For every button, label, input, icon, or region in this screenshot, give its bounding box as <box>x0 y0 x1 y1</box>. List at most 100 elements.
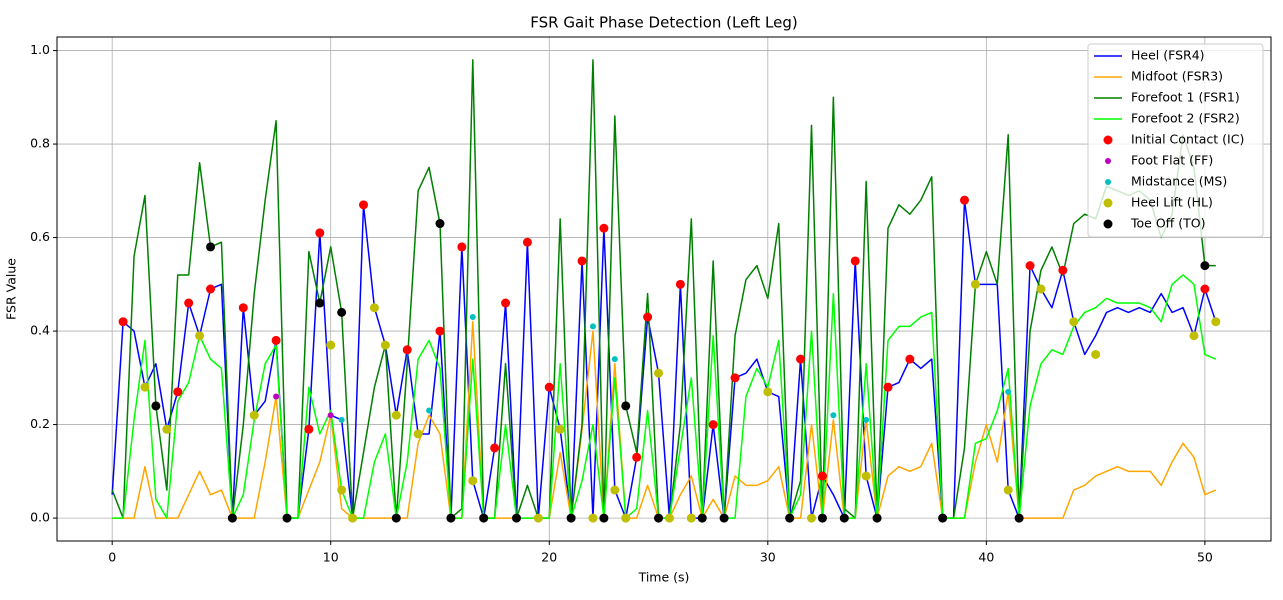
event-marker <box>348 513 358 523</box>
y-tick-label: 0.6 <box>30 229 50 244</box>
event-marker <box>730 373 740 383</box>
x-tick-label: 50 <box>1197 550 1213 565</box>
event-marker <box>435 326 445 336</box>
y-tick-label: 0.8 <box>30 136 50 151</box>
event-marker <box>686 513 696 523</box>
legend-label: Forefoot 2 (FSR2) <box>1131 111 1240 126</box>
event-marker <box>151 401 161 411</box>
event-marker <box>426 407 433 414</box>
event-marker <box>938 513 948 523</box>
legend-swatch <box>1103 219 1113 229</box>
event-marker <box>162 424 172 434</box>
event-marker <box>664 513 674 523</box>
legend-label: Midstance (MS) <box>1131 174 1227 189</box>
event-marker <box>566 513 576 523</box>
event-marker <box>654 513 664 523</box>
event-marker <box>435 219 445 229</box>
event-marker <box>611 356 618 363</box>
legend-swatch <box>1103 135 1113 145</box>
event-marker <box>1025 261 1035 271</box>
x-axis-label: Time (s) <box>638 570 690 585</box>
plot-frame <box>56 36 1272 542</box>
event-marker <box>577 256 587 266</box>
event-marker <box>522 237 532 247</box>
event-marker <box>533 513 543 523</box>
y-tick-label: 0.0 <box>30 510 50 525</box>
chart-title: FSR Gait Phase Detection (Left Leg) <box>530 14 797 32</box>
event-marker <box>1189 331 1199 341</box>
event-marker <box>1058 265 1068 275</box>
event-marker <box>338 416 345 423</box>
event-marker <box>490 443 500 453</box>
event-marker <box>249 410 259 420</box>
event-marker <box>807 513 817 523</box>
legend-swatch <box>1105 158 1111 164</box>
event-marker <box>632 452 642 462</box>
event-marker <box>1005 388 1012 395</box>
event-marker <box>970 279 980 289</box>
x-tick-label: 0 <box>108 550 116 565</box>
event-marker <box>599 223 609 233</box>
legend-label: Toe Off (TO) <box>1130 216 1205 231</box>
event-marker <box>839 513 849 523</box>
event-marker <box>1200 261 1210 271</box>
event-marker <box>457 242 467 252</box>
event-marker <box>763 387 773 397</box>
event-marker <box>905 354 915 364</box>
event-marker <box>863 416 870 423</box>
event-marker <box>238 303 248 313</box>
legend-label: Heel Lift (HL) <box>1131 195 1213 210</box>
event-marker <box>719 513 729 523</box>
x-tick-label: 20 <box>541 550 557 565</box>
event-marker <box>315 228 325 238</box>
event-marker <box>621 401 631 411</box>
event-marker <box>195 331 205 341</box>
event-marker <box>675 279 685 289</box>
event-marker <box>359 200 369 210</box>
event-marker <box>206 284 216 294</box>
event-marker <box>555 424 565 434</box>
event-marker <box>184 298 194 308</box>
event-marker <box>850 256 860 266</box>
event-marker <box>413 429 423 439</box>
event-marker <box>380 340 390 350</box>
event-marker <box>654 368 664 378</box>
event-marker <box>391 513 401 523</box>
event-marker <box>206 242 216 252</box>
event-marker <box>643 312 653 322</box>
y-axis-label: FSR Value <box>4 258 19 320</box>
legend-label: Forefoot 1 (FSR1) <box>1131 90 1240 105</box>
event-marker <box>501 298 511 308</box>
event-marker <box>621 513 631 523</box>
event-marker <box>391 410 401 420</box>
event-marker <box>610 485 620 495</box>
event-marker <box>883 382 893 392</box>
event-marker <box>315 298 325 308</box>
series-line <box>112 274 1217 519</box>
event-marker <box>273 393 280 400</box>
event-marker <box>227 513 237 523</box>
event-marker <box>785 513 795 523</box>
event-marker <box>446 513 456 523</box>
legend-swatch <box>1103 198 1113 208</box>
x-tick-label: 30 <box>760 550 776 565</box>
event-marker <box>1091 349 1101 359</box>
event-marker <box>118 317 128 327</box>
legend-label: Initial Contact (IC) <box>1131 132 1244 147</box>
event-marker <box>402 345 412 355</box>
event-marker <box>861 471 871 481</box>
event-marker <box>708 420 718 430</box>
x-tick-label: 10 <box>323 550 339 565</box>
event-marker <box>173 387 183 397</box>
event-marker <box>697 513 707 523</box>
y-tick-label: 0.4 <box>30 323 50 338</box>
legend-swatch <box>1105 179 1111 185</box>
event-marker <box>327 412 334 419</box>
event-marker <box>1200 284 1210 294</box>
event-marker <box>479 513 489 523</box>
event-marker <box>1069 317 1079 327</box>
x-tick-label: 40 <box>978 550 994 565</box>
event-marker <box>511 513 521 523</box>
event-marker <box>959 195 969 205</box>
